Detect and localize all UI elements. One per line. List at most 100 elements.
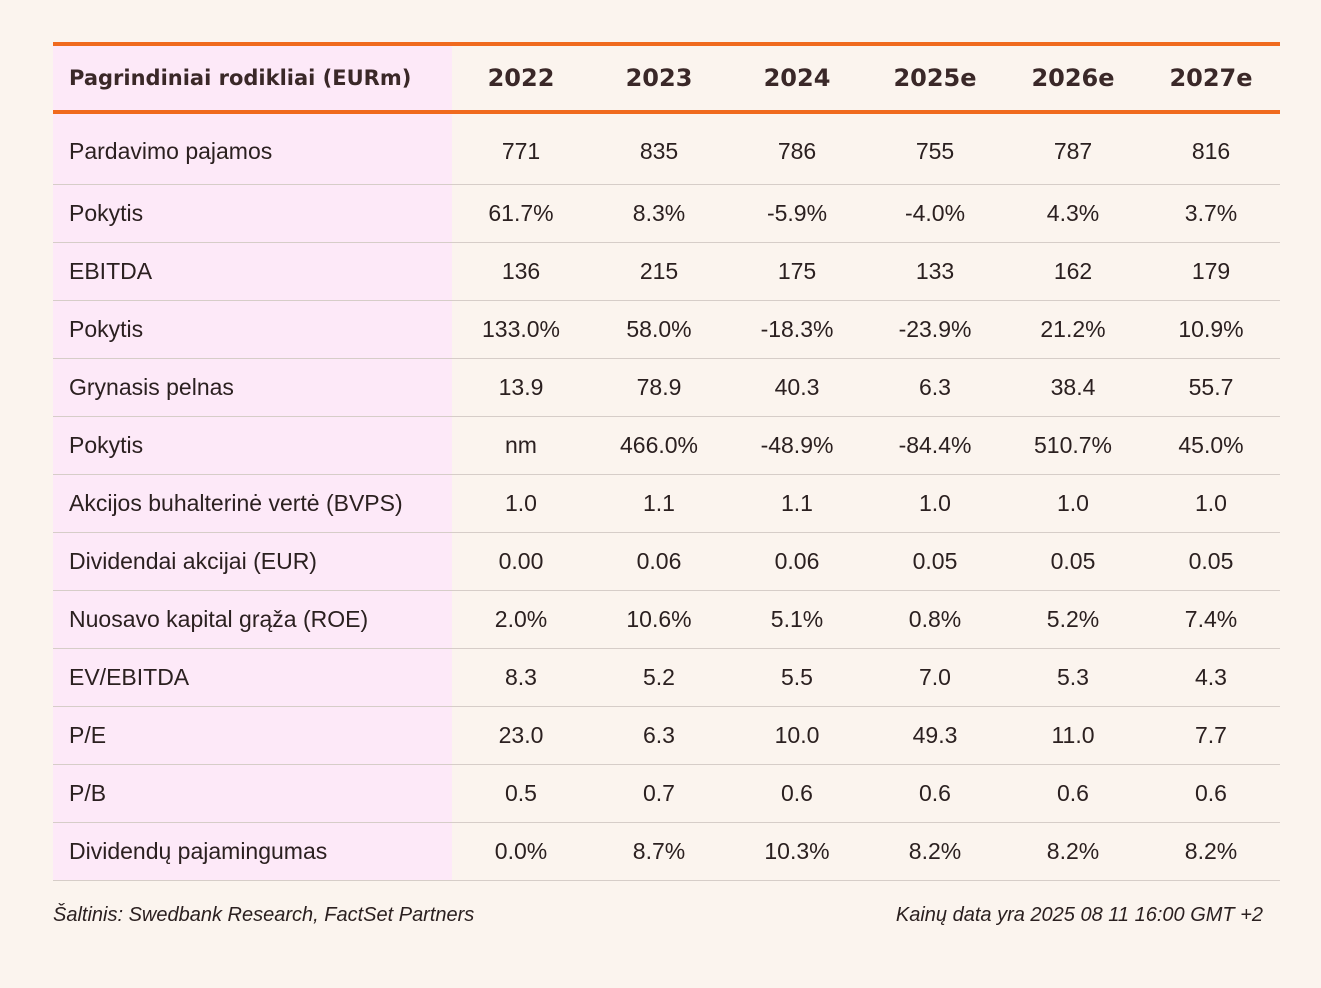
table-cell: 8.7%: [590, 822, 728, 881]
table-cell: 4.3%: [1004, 184, 1142, 243]
table-cell: -23.9%: [866, 300, 1004, 359]
table-cell: 5.1%: [728, 590, 866, 649]
table-cell: 816: [1142, 112, 1280, 185]
table-row: P/B 0.5 0.7 0.6 0.6 0.6 0.6: [53, 764, 1280, 823]
table-cell: 136: [452, 242, 590, 301]
header-year: 2027e: [1142, 42, 1280, 114]
header-year: 2023: [590, 42, 728, 114]
table-cell: 1.1: [728, 474, 866, 533]
table-cell: 2.0%: [452, 590, 590, 649]
table-row: Pokytis 133.0% 58.0% -18.3% -23.9% 21.2% 10.9%: [53, 300, 1280, 359]
row-label: Pokytis: [53, 300, 452, 359]
table-cell: 5.3: [1004, 648, 1142, 707]
table-cell: 771: [452, 112, 590, 185]
table-header: Pagrindiniai rodikliai (EURm) 2022 2023 …: [53, 42, 1280, 114]
table-cell: 175: [728, 242, 866, 301]
header-year: 2026e: [1004, 42, 1142, 114]
row-label: P/B: [53, 764, 452, 823]
table-cell: 58.0%: [590, 300, 728, 359]
table-row: EBITDA 136 215 175 133 162 179: [53, 242, 1280, 301]
table-cell: 0.7: [590, 764, 728, 823]
table-cell: 1.0: [1142, 474, 1280, 533]
table-cell: 0.06: [728, 532, 866, 591]
table-cell: 6.3: [866, 358, 1004, 417]
row-label: Akcijos buhalterinė vertė (BVPS): [53, 474, 452, 533]
row-label: Nuosavo kapital grąža (ROE): [53, 590, 452, 649]
table-cell: 10.0: [728, 706, 866, 765]
table-cell: 6.3: [590, 706, 728, 765]
table-cell: 0.6: [728, 764, 866, 823]
table-row: Dividendų pajamingumas 0.0% 8.7% 10.3% 8.2% 8…: [53, 822, 1280, 881]
table-cell: 0.6: [1142, 764, 1280, 823]
table-cell: 0.06: [590, 532, 728, 591]
table-cell: 466.0%: [590, 416, 728, 475]
header-row: Pagrindiniai rodikliai (EURm) 2022 2023 …: [53, 42, 1280, 114]
price-date-note: Kainų data yra 2025 08 11 16:00 GMT +2: [895, 904, 1263, 926]
header-label: Pagrindiniai rodikliai (EURm): [53, 42, 452, 114]
row-label: Dividendų pajamingumas: [53, 822, 452, 881]
table-cell: 786: [728, 112, 866, 185]
key-figures-table-container: Pagrindiniai rodikliai (EURm) 2022 2023 …: [53, 42, 1280, 881]
table-cell: 21.2%: [1004, 300, 1142, 359]
header-year: 2022: [452, 42, 590, 114]
table-cell: 11.0: [1004, 706, 1142, 765]
table-cell: 0.6: [866, 764, 1004, 823]
row-label: Pokytis: [53, 184, 452, 243]
table-cell: 40.3: [728, 358, 866, 417]
table-cell: 1.0: [1004, 474, 1142, 533]
row-label: P/E: [53, 706, 452, 765]
table-cell: 162: [1004, 242, 1142, 301]
table-cell: 5.5: [728, 648, 866, 707]
row-label: EV/EBITDA: [53, 648, 452, 707]
table-row: Dividendai akcijai (EUR) 0.00 0.06 0.06 0.05…: [53, 532, 1280, 591]
table-cell: 179: [1142, 242, 1280, 301]
table-row: Akcijos buhalterinė vertė (BVPS) 1.0 1.1 1.…: [53, 474, 1280, 533]
table-cell: 1.0: [866, 474, 1004, 533]
table-cell: 215: [590, 242, 728, 301]
table-cell: 8.2%: [1142, 822, 1280, 881]
table-cell: 1.0: [452, 474, 590, 533]
table-cell: 0.0%: [452, 822, 590, 881]
table-cell: 510.7%: [1004, 416, 1142, 475]
table-cell: 8.3%: [590, 184, 728, 243]
table-cell: 23.0: [452, 706, 590, 765]
table-cell: 4.3: [1142, 648, 1280, 707]
header-year: 2024: [728, 42, 866, 114]
source-note: Šaltinis: Swedbank Research, FactSet Par…: [53, 904, 475, 926]
table-cell: 10.3%: [728, 822, 866, 881]
table-row: EV/EBITDA 8.3 5.2 5.5 7.0 5.3 4.3: [53, 648, 1280, 707]
table-cell: -18.3%: [728, 300, 866, 359]
row-label: EBITDA: [53, 242, 452, 301]
table-cell: 1.1: [590, 474, 728, 533]
table-cell: 10.6%: [590, 590, 728, 649]
table-cell: 78.9: [590, 358, 728, 417]
table-cell: nm: [452, 416, 590, 475]
row-label: Pardavimo pajamos: [53, 112, 452, 185]
table-cell: 7.4%: [1142, 590, 1280, 649]
table-cell: 3.7%: [1142, 184, 1280, 243]
table-cell: 7.7: [1142, 706, 1280, 765]
table-cell: 13.9: [452, 358, 590, 417]
table-cell: 0.05: [866, 532, 1004, 591]
row-label: Dividendai akcijai (EUR): [53, 532, 452, 591]
table-cell: 8.2%: [866, 822, 1004, 881]
table-row: Pokytis nm 466.0% -48.9% -84.4% 510.7% 45.0%: [53, 416, 1280, 475]
table-cell: 755: [866, 112, 1004, 185]
table-cell: 45.0%: [1142, 416, 1280, 475]
table-row: Pardavimo pajamos 771 835 786 755 787 816: [53, 112, 1280, 185]
table-cell: 8.3: [452, 648, 590, 707]
table-row: P/E 23.0 6.3 10.0 49.3 11.0 7.7: [53, 706, 1280, 765]
table-cell: 835: [590, 112, 728, 185]
table-cell: 5.2%: [1004, 590, 1142, 649]
table-cell: -48.9%: [728, 416, 866, 475]
table-cell: 0.6: [1004, 764, 1142, 823]
table-cell: 0.00: [452, 532, 590, 591]
table-cell: 55.7: [1142, 358, 1280, 417]
table-cell: -5.9%: [728, 184, 866, 243]
table-cell: 7.0: [866, 648, 1004, 707]
table-cell: 61.7%: [452, 184, 590, 243]
table-body: Pardavimo pajamos 771 835 786 755 787 816 Pokyt…: [53, 112, 1280, 881]
row-label: Grynasis pelnas: [53, 358, 452, 417]
table-row: Pokytis 61.7% 8.3% -5.9% -4.0% 4.3% 3.7%: [53, 184, 1280, 243]
table-cell: 10.9%: [1142, 300, 1280, 359]
